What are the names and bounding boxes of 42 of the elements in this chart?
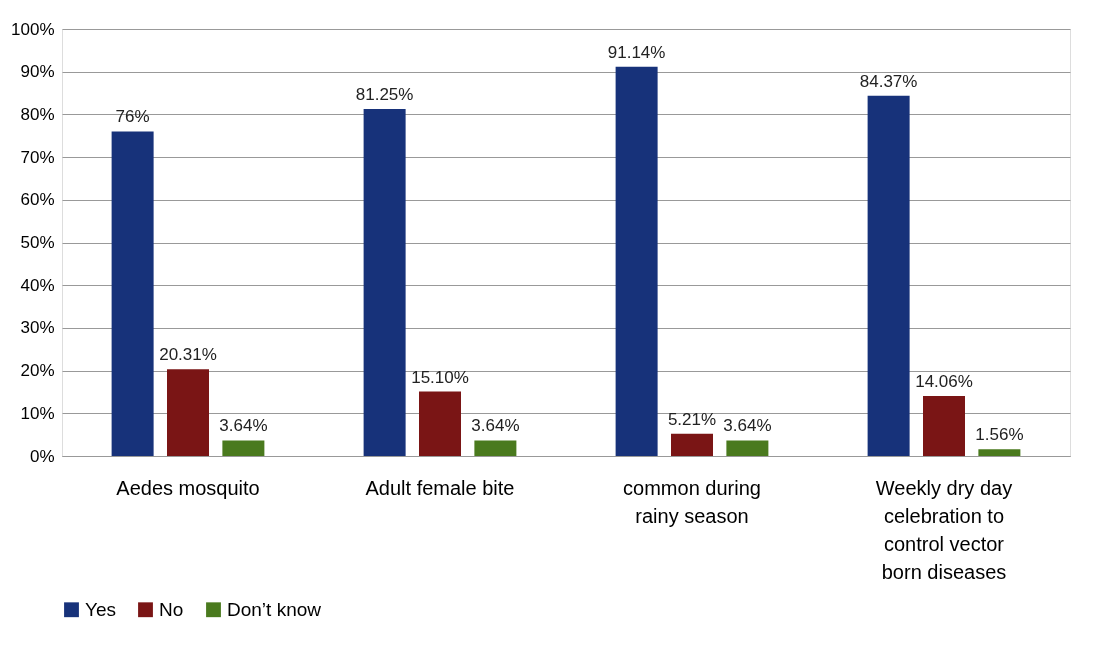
x-tick-label: Weekly dry day celebration to control vector born diseases: [875, 476, 1013, 583]
legend-label: Yes: [85, 598, 116, 620]
data-label: 3.64%: [723, 416, 772, 436]
y-tick-label: 50%: [20, 233, 55, 252]
x-tick-label: Aedes mosquito: [116, 476, 260, 499]
legend-label: Don’t know: [227, 598, 322, 620]
legend-label: No: [159, 598, 184, 620]
data-label: 84.37%: [859, 71, 918, 91]
bar: [363, 109, 406, 456]
data-label: 76%: [115, 107, 150, 127]
data-label: 91.14%: [607, 42, 666, 62]
y-tick-label: 100%: [11, 19, 55, 39]
data-label: 20.31%: [159, 345, 217, 365]
x-tick-label: common during rainy season: [623, 476, 761, 527]
bar: [615, 66, 658, 456]
bar: [726, 440, 769, 456]
data-label: 81.25%: [355, 85, 414, 105]
data-label: 3.64%: [219, 416, 268, 436]
bar: [167, 369, 209, 456]
data-label: 5.21%: [667, 409, 717, 429]
bar: [111, 131, 154, 456]
y-tick-label: 90%: [20, 62, 55, 82]
bar: [419, 391, 461, 456]
y-tick-label: 60%: [20, 190, 55, 210]
bar: [867, 95, 910, 456]
y-tick-label: 10%: [20, 403, 55, 423]
data-label: 14.06%: [915, 371, 973, 391]
x-tick-label: Adult female bite: [365, 476, 515, 499]
bar: [923, 395, 965, 456]
y-tick-label: 40%: [20, 275, 55, 295]
bar: [978, 449, 1021, 456]
y-tick-label: 70%: [20, 147, 55, 167]
bar: [474, 440, 517, 456]
bar: [671, 433, 713, 456]
y-tick-label: 0%: [29, 446, 55, 466]
y-tick-label: 20%: [20, 361, 55, 381]
bar: [222, 440, 265, 456]
data-label: 3.64%: [471, 416, 520, 436]
y-tick-label: 30%: [20, 318, 55, 338]
data-label: 15.10%: [411, 367, 469, 387]
data-label: 1.56%: [975, 425, 1024, 445]
y-tick-label: 80%: [20, 104, 55, 124]
